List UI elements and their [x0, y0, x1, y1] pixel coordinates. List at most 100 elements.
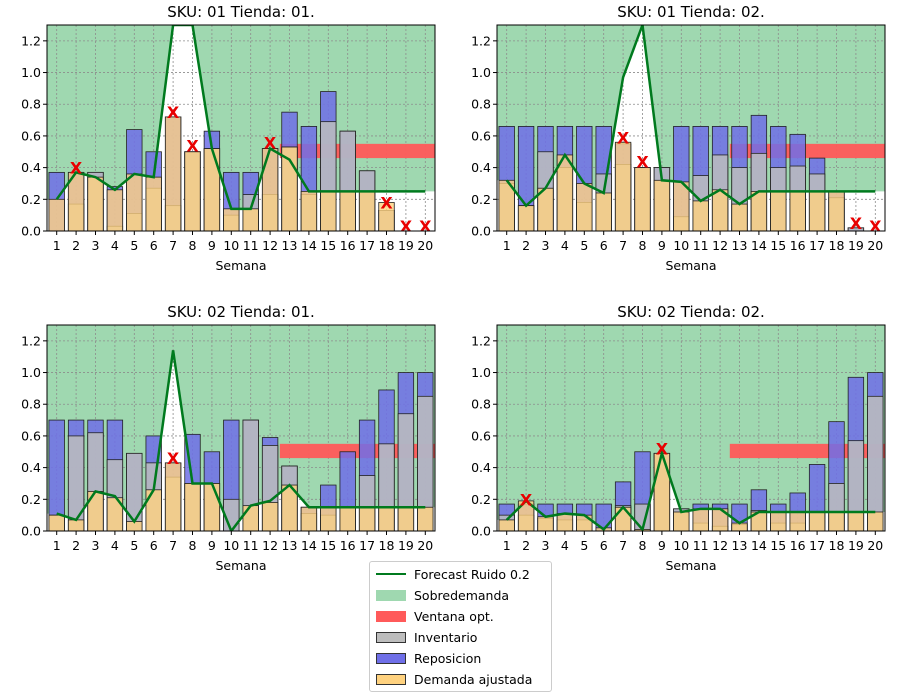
x-tick-label: 18 — [379, 538, 395, 553]
x-tick-label: 6 — [150, 238, 158, 253]
y-tick-label: 0.0 — [471, 224, 491, 239]
y-tick-label: 0.2 — [471, 492, 491, 507]
demand-bar — [48, 514, 65, 531]
chart-title: SKU: 01 Tienda: 02. — [617, 3, 765, 21]
forecast-line — [56, 350, 426, 531]
legend-entry-demand: Demanda ajustada — [370, 669, 553, 690]
x-axis-label: Semana — [665, 258, 716, 273]
x-tick-label: 12 — [712, 238, 728, 253]
y-tick-label: 0.2 — [21, 192, 41, 207]
x-tick-label: 17 — [359, 238, 375, 253]
stockout-marker: X — [70, 159, 83, 178]
demand-bar — [126, 173, 143, 231]
demand-bar — [242, 208, 259, 231]
demand-bar — [692, 508, 709, 531]
demand-bar — [808, 511, 826, 531]
x-tick-label: 15 — [770, 538, 786, 553]
below-forecast-area — [497, 453, 885, 531]
y-tick-label: 0.4 — [21, 160, 41, 175]
y-tick-label: 1.2 — [21, 33, 41, 48]
x-tick-label: 7 — [619, 538, 627, 553]
y-tick-label: 0.4 — [21, 460, 41, 475]
x-tick-label: 9 — [208, 538, 216, 553]
optimal-window — [729, 143, 885, 159]
below-forecast-area — [47, 350, 435, 531]
stockout-marker: X — [636, 152, 649, 171]
stockout-marker: X — [419, 217, 432, 236]
x-tick-label: 20 — [867, 238, 883, 253]
legend-swatch-demand — [376, 674, 406, 685]
y-tick-label: 0.0 — [21, 524, 41, 539]
demand-bar — [378, 202, 395, 231]
demand-bar — [339, 506, 356, 531]
optimal-window — [729, 443, 885, 459]
legend-swatch-window — [376, 611, 406, 622]
x-tick-label: 17 — [809, 538, 825, 553]
demand-bar — [595, 192, 612, 231]
demand-bar — [145, 489, 162, 531]
x-tick-label: 20 — [867, 538, 883, 553]
x-tick-label: 6 — [150, 538, 158, 553]
demand-bar — [242, 505, 259, 531]
x-tick-label: 8 — [639, 538, 647, 553]
y-tick-label: 0.0 — [21, 224, 41, 239]
demand-bar — [261, 502, 279, 531]
x-tick-label: 17 — [809, 238, 825, 253]
x-tick-label: 8 — [189, 238, 197, 253]
chart-title: SKU: 01 Tienda: 01. — [167, 3, 315, 21]
x-tick-label: 12 — [262, 238, 278, 253]
x-tick-label: 7 — [169, 238, 177, 253]
chart-panel-2: XXX X0.00.20.40.60.81.01.21 2 3 4 5 6 7 8 9 10 11 12… — [471, 3, 886, 273]
stockout-marker: X — [617, 129, 630, 148]
demand-bar — [673, 511, 690, 531]
stockout-marker: X — [656, 440, 669, 459]
plot-area: XXX XXX X — [47, 25, 435, 236]
x-tick-label: 16 — [340, 538, 356, 553]
legend-entry-overdemand: Sobredemanda — [370, 585, 553, 606]
x-tick-label: 12 — [712, 538, 728, 553]
y-tick-label: 0.2 — [21, 492, 41, 507]
stockout-marker: X — [520, 490, 533, 509]
demand-bar — [711, 189, 729, 231]
demand-bar — [417, 506, 434, 531]
demand-bar — [378, 506, 395, 531]
stockout-marker: X — [186, 136, 199, 155]
demand-bar — [184, 151, 201, 231]
y-tick-label: 0.6 — [21, 428, 41, 443]
optimal-window — [279, 443, 435, 459]
inventory-bar — [397, 413, 415, 531]
stockout-marker: X — [869, 217, 882, 236]
plot-area: X — [47, 325, 435, 531]
demand-bar — [770, 190, 787, 231]
x-tick-label: 13 — [282, 238, 298, 253]
y-tick-label: 0.8 — [21, 397, 41, 412]
replenishment-bar — [48, 419, 65, 531]
x-tick-label: 2 — [72, 538, 80, 553]
demand-bar — [397, 506, 415, 531]
x-tick-label: 4 — [111, 538, 119, 553]
x-tick-label: 19 — [398, 238, 414, 253]
legend-label-overdemand: Sobredemanda — [414, 588, 510, 603]
demand-bar — [750, 190, 768, 231]
demand-bar — [537, 516, 554, 531]
x-tick-label: 14 — [751, 238, 767, 253]
demand-bar — [203, 148, 221, 231]
demand-bar — [106, 189, 124, 231]
demand-bar — [300, 506, 318, 531]
x-tick-label: 14 — [751, 538, 767, 553]
stockout-marker: X — [167, 103, 180, 122]
demand-bar — [164, 462, 182, 531]
chart-panel-1: XXX XXX X0.00.20.40.60.81.01.21 2 3 4 5 6 7 8 9 10 1… — [21, 3, 436, 273]
axes-frame — [46, 324, 436, 532]
legend-swatch-overdemand — [376, 590, 406, 601]
stockout-marker: X — [850, 214, 863, 233]
x-tick-label: 9 — [658, 238, 666, 253]
y-tick-label: 1.2 — [471, 33, 491, 48]
demand-bar — [789, 511, 806, 531]
x-tick-label: 1 — [503, 238, 511, 253]
below-forecast-area — [497, 25, 885, 231]
x-tick-label: 18 — [379, 238, 395, 253]
stockout-marker: X — [380, 193, 393, 212]
demand-bar — [867, 511, 884, 531]
